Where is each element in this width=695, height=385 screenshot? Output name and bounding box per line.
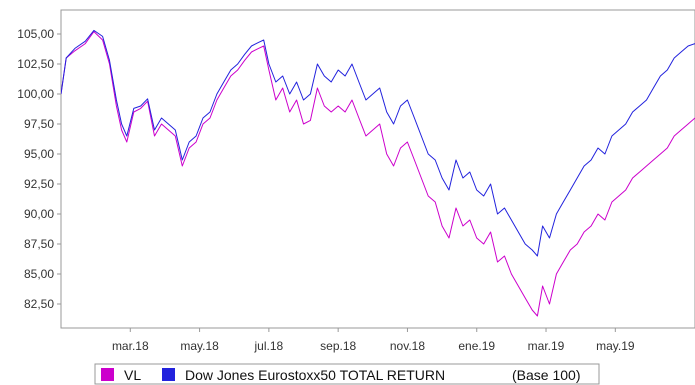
- y-tick-label: 95,00: [24, 147, 54, 161]
- x-tick-label: may.19: [596, 339, 635, 353]
- y-tick-label: 82,50: [24, 297, 54, 311]
- plot-area: [60, 9, 695, 329]
- x-tick-label: ene.19: [458, 339, 495, 353]
- legend-label-eurostoxx: Dow Jones Eurostoxx50 TOTAL RETURN: [185, 367, 445, 383]
- y-tick-label: 85,00: [24, 267, 54, 281]
- x-axis: mar.18 may.18 jul.18 sep.18 nov.18 ene.19 mar.…: [112, 328, 635, 353]
- y-axis: 105,00 102,50 100,00 97,50 95,00 92,50 90,00 87…: [17, 27, 61, 311]
- legend: VL Dow Jones Eurostoxx50 TOTAL RETURN (B…: [94, 363, 600, 385]
- x-tick-label: nov.18: [390, 339, 425, 353]
- x-tick-label: mar.18: [112, 339, 149, 353]
- legend-box: [94, 363, 600, 385]
- legend-swatch-eurostoxx: [162, 368, 175, 381]
- series-line-eurostoxx: [61, 29, 695, 257]
- x-tick-label: may.18: [180, 339, 219, 353]
- x-tick-label: jul.18: [254, 339, 284, 353]
- y-tick-label: 102,50: [17, 57, 54, 71]
- legend-label-vl: VL: [124, 367, 141, 383]
- legend-base-note: (Base 100): [512, 367, 580, 383]
- legend-swatch-vl: [101, 368, 114, 381]
- x-tick-label: mar.19: [528, 339, 565, 353]
- series-layer: [61, 29, 695, 317]
- series-line-vl: [61, 31, 695, 317]
- y-tick-label: 97,50: [24, 117, 54, 131]
- y-tick-label: 87,50: [24, 237, 54, 251]
- y-tick-label: 105,00: [17, 27, 54, 41]
- y-tick-label: 90,00: [24, 207, 54, 221]
- y-tick-label: 92,50: [24, 177, 54, 191]
- x-tick-label: sep.18: [320, 339, 356, 353]
- y-tick-label: 100,00: [17, 87, 54, 101]
